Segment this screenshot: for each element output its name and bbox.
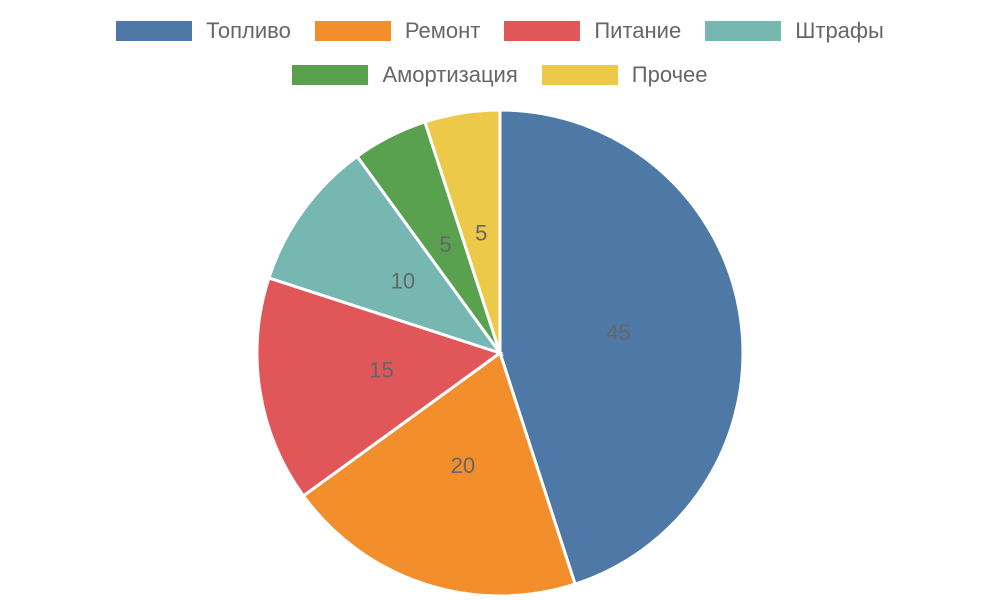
legend-label: Прочее bbox=[631, 62, 708, 87]
data-label: 5 bbox=[439, 232, 451, 257]
legend-label: Ремонт bbox=[404, 18, 481, 43]
legend-item[interactable]: Питание bbox=[504, 18, 682, 43]
data-label: 20 bbox=[451, 453, 475, 478]
pie-slice bbox=[255, 276, 504, 498]
data-label: 15 bbox=[369, 358, 393, 383]
legend-label: Штрафы bbox=[795, 18, 884, 43]
legend-item[interactable]: Ремонт bbox=[314, 18, 481, 43]
data-label: 45 bbox=[606, 320, 630, 345]
pie-slice bbox=[301, 350, 577, 598]
legend-label: Амортизация bbox=[382, 62, 518, 87]
legend-swatch bbox=[116, 21, 193, 41]
legend-label: Питание bbox=[594, 18, 682, 43]
legend-item[interactable]: Топливо bbox=[116, 18, 291, 43]
legend-swatch bbox=[705, 21, 782, 41]
legend: Топливо Ремонт Питание Штрафы Амортизация Про… bbox=[100, 18, 900, 87]
legend-item[interactable]: Прочее bbox=[541, 62, 708, 87]
legend-swatch bbox=[541, 65, 618, 85]
data-label: 5 bbox=[475, 220, 487, 245]
pie-slice bbox=[423, 108, 502, 354]
legend-swatch bbox=[504, 21, 581, 41]
pie-slice bbox=[267, 154, 504, 356]
legend-label: Топливо bbox=[206, 18, 291, 43]
legend-swatch bbox=[292, 65, 369, 85]
legend-swatch bbox=[314, 21, 391, 41]
legend-item[interactable]: Амортизация bbox=[292, 62, 518, 87]
legend-item[interactable]: Штрафы bbox=[705, 18, 884, 43]
data-label: 10 bbox=[391, 268, 415, 293]
pie-slice bbox=[498, 108, 745, 586]
